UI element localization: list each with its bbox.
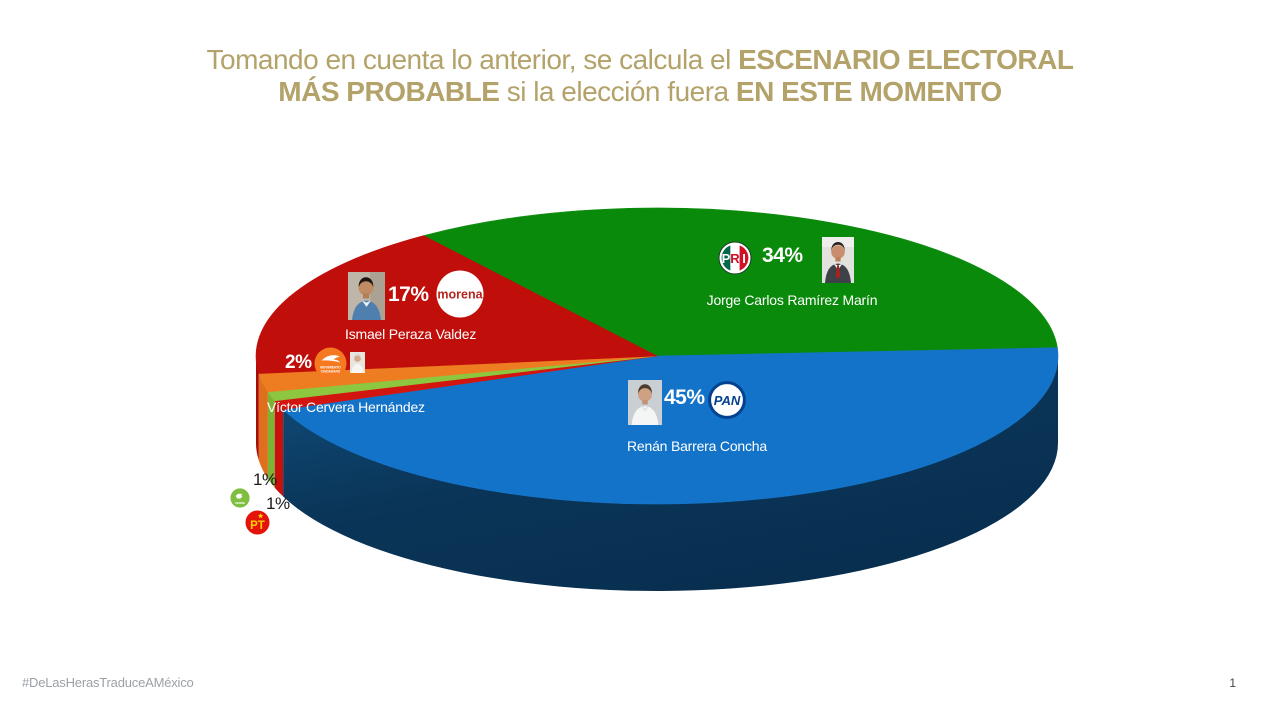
pri-candidate-name: Jorge Carlos Ramírez Marín xyxy=(706,292,878,308)
pie-slice-top-pri xyxy=(422,207,1058,357)
pvem-toucan-icon xyxy=(236,493,243,499)
mc-percent: 2% xyxy=(285,352,312,373)
pri-logo-letter-i: I xyxy=(742,251,746,266)
title-normal-2: si la elección fuera xyxy=(499,76,736,107)
pie-slice-side-mc xyxy=(258,373,268,479)
title-normal-1: Tomando en cuenta lo anterior, se calcul… xyxy=(206,44,739,75)
page-number: 1 xyxy=(1229,676,1236,690)
candidate-photo-pri xyxy=(822,237,854,283)
pie-slice-side-pt xyxy=(274,400,284,497)
candidate-photo-mc xyxy=(350,352,365,373)
mc-logo-text-1: MOVIMIENTO xyxy=(320,366,341,370)
pvem-percent: 1% xyxy=(253,470,277,489)
pvem-logo-text: VERDE xyxy=(235,501,245,505)
pt-logo-text: PT xyxy=(250,520,265,532)
mc-logo-icon: MOVIMIENTO CIUDADANO xyxy=(314,347,347,380)
mc-eagle-icon xyxy=(321,355,340,363)
pie-slice-side-pan xyxy=(283,356,1058,592)
pri-logo-letter-r: R xyxy=(730,251,740,266)
pt-logo-icon: PT xyxy=(245,510,270,535)
pri-logo-icon: P R I xyxy=(718,241,752,275)
pt-star-icon xyxy=(258,513,264,519)
pie-slice-top-pan xyxy=(282,347,1059,505)
footer-hashtag: #DeLasHerasTraduceAMéxico xyxy=(22,675,194,690)
pie-slice-side-morena xyxy=(256,356,259,461)
pan-logo-icon: PAN xyxy=(708,381,746,419)
candidate-photo-morena xyxy=(348,272,385,320)
mc-candidate-name: Víctor Cervera Hernández xyxy=(267,399,425,415)
morena-logo-icon: morena xyxy=(436,270,484,318)
title-bold-2: MÁS PROBABLE xyxy=(278,76,500,107)
pan-logo-text: PAN xyxy=(714,393,741,408)
pri-percent: 34% xyxy=(762,244,803,267)
morena-logo-text: morena xyxy=(437,288,483,302)
morena-candidate-name: Ismael Peraza Valdez xyxy=(345,326,477,342)
mc-logo-text-2: CIUDADANO xyxy=(321,370,341,374)
pvem-logo-icon: VERDE xyxy=(230,488,250,508)
page-title: Tomando en cuenta lo anterior, se calcul… xyxy=(0,44,1280,108)
pan-percent: 45% xyxy=(664,386,705,409)
candidate-photo-pan xyxy=(628,380,662,425)
title-bold-1: ESCENARIO ELECTORAL xyxy=(738,44,1074,75)
pie-slice-side-pvem xyxy=(267,391,275,488)
title-bold-3: EN ESTE MOMENTO xyxy=(735,76,1002,107)
morena-percent: 17% xyxy=(388,283,429,306)
pri-logo-letter-p: P xyxy=(722,251,731,266)
pt-percent: 1% xyxy=(266,494,290,513)
pan-candidate-name: Renán Barrera Concha xyxy=(627,438,767,454)
